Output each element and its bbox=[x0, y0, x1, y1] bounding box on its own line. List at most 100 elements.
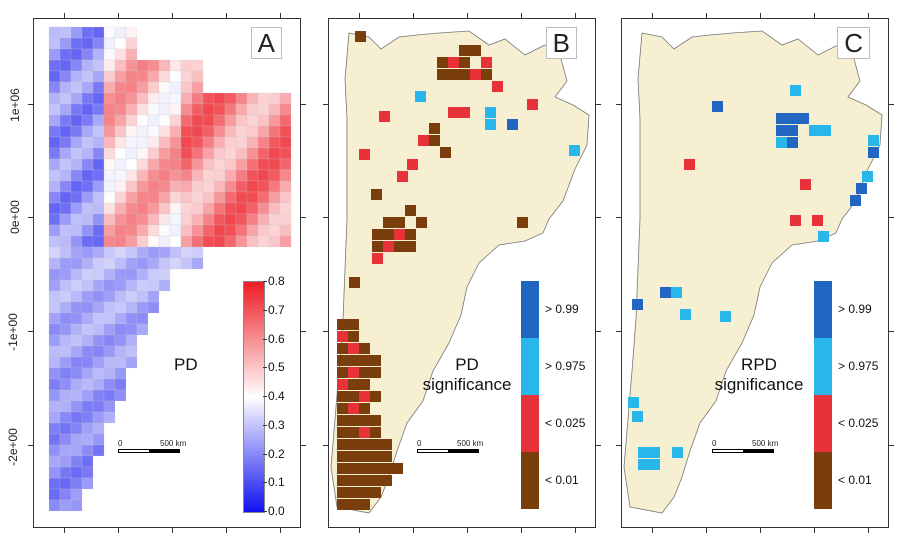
axis-tick bbox=[301, 104, 306, 105]
pd-cell bbox=[81, 345, 94, 358]
pd-legend-tickmark bbox=[263, 511, 267, 512]
pd-cell bbox=[169, 224, 182, 237]
pd-cell bbox=[114, 26, 127, 39]
pd-cell bbox=[48, 213, 61, 226]
pd-cell bbox=[191, 213, 204, 226]
pd-cell bbox=[81, 455, 94, 468]
pd-cell bbox=[48, 114, 61, 127]
panel-a-letter: A bbox=[250, 27, 282, 59]
pd-cell bbox=[81, 202, 94, 215]
pd-cell bbox=[246, 125, 259, 138]
pd-cell bbox=[235, 235, 248, 248]
pd-cell bbox=[92, 334, 105, 347]
pd-cell bbox=[70, 268, 83, 281]
pd-cell bbox=[169, 136, 182, 149]
significance-cell bbox=[337, 331, 348, 342]
pd-cell bbox=[70, 466, 83, 479]
pd-cell bbox=[103, 48, 116, 61]
pd-cell bbox=[257, 180, 270, 193]
significance-cell bbox=[348, 487, 359, 498]
pd-cell bbox=[48, 345, 61, 358]
pd-cell bbox=[70, 37, 83, 50]
pd-cell bbox=[70, 455, 83, 468]
significance-cell bbox=[790, 85, 801, 96]
pd-cell bbox=[70, 180, 83, 193]
significance-cell bbox=[359, 343, 370, 354]
panel-a-map-label: PD bbox=[174, 355, 198, 374]
significance-cell bbox=[359, 451, 370, 462]
significance-cell bbox=[370, 391, 381, 402]
pd-cell bbox=[48, 378, 61, 391]
pd-cell bbox=[48, 301, 61, 314]
panel-c: C RPD significance > 0.99 > 0.975 < 0.025 <… bbox=[616, 13, 894, 533]
pd-cell bbox=[158, 257, 171, 270]
pd-cell bbox=[279, 125, 292, 138]
pd-cell bbox=[180, 224, 193, 237]
legend-label: > 0.975 bbox=[838, 358, 879, 373]
pd-cell bbox=[103, 81, 116, 94]
axis-tick bbox=[596, 331, 601, 332]
significance-cell bbox=[638, 459, 649, 470]
pd-cell bbox=[235, 103, 248, 116]
pd-cell bbox=[213, 191, 226, 204]
pd-cell bbox=[103, 103, 116, 116]
pd-cell bbox=[92, 400, 105, 413]
significance-cell bbox=[787, 113, 798, 124]
pd-cell bbox=[235, 114, 248, 127]
pd-cell bbox=[114, 279, 127, 292]
pd-cell bbox=[125, 334, 138, 347]
significance-cell bbox=[370, 367, 381, 378]
significance-cell bbox=[379, 111, 390, 122]
pd-cell bbox=[92, 235, 105, 248]
pd-cell bbox=[147, 169, 160, 182]
pd-cell bbox=[70, 81, 83, 94]
pd-cell bbox=[125, 26, 138, 39]
scale-label-c: 500 km bbox=[752, 439, 779, 448]
significance-cell bbox=[712, 101, 723, 112]
pd-cell bbox=[213, 125, 226, 138]
pd-cell bbox=[81, 224, 94, 237]
significance-cell bbox=[337, 355, 348, 366]
axis-tick bbox=[323, 104, 328, 105]
pd-cell bbox=[213, 92, 226, 105]
pd-cell bbox=[92, 81, 105, 94]
panel-c-label-line2: significance bbox=[714, 375, 804, 394]
pd-cell bbox=[213, 147, 226, 160]
significance-cell bbox=[348, 415, 359, 426]
significance-cell bbox=[809, 125, 820, 136]
significance-cell bbox=[507, 119, 518, 130]
pd-cell bbox=[81, 191, 94, 204]
pd-cell bbox=[70, 411, 83, 424]
pd-cell bbox=[158, 125, 171, 138]
pd-cell bbox=[235, 147, 248, 160]
significance-cell bbox=[798, 113, 809, 124]
pd-cell bbox=[257, 224, 270, 237]
pd-cell bbox=[202, 213, 215, 226]
significance-cell bbox=[359, 367, 370, 378]
legend-label: > 0.99 bbox=[838, 301, 872, 316]
significance-cell bbox=[359, 379, 370, 390]
pd-cell bbox=[246, 114, 259, 127]
pd-cell bbox=[59, 312, 72, 325]
significance-cell bbox=[672, 447, 683, 458]
pd-cell bbox=[81, 213, 94, 226]
pd-cell bbox=[257, 202, 270, 215]
axis-tick bbox=[868, 528, 869, 533]
pd-cell bbox=[48, 180, 61, 193]
pd-cell bbox=[48, 367, 61, 380]
axis-tick bbox=[706, 13, 707, 18]
pd-cell bbox=[235, 125, 248, 138]
significance-cell bbox=[415, 91, 426, 102]
panel-b-map-label: PD significance bbox=[417, 355, 517, 395]
pd-cell bbox=[59, 477, 72, 490]
pd-cell bbox=[59, 444, 72, 457]
pd-cell bbox=[268, 136, 281, 149]
pd-cell bbox=[202, 224, 215, 237]
significance-cell bbox=[381, 463, 392, 474]
pd-cell bbox=[59, 213, 72, 226]
axis-tick bbox=[521, 13, 522, 18]
pd-cell bbox=[70, 301, 83, 314]
panel-c-label-line1: RPD bbox=[741, 355, 777, 374]
pd-cell bbox=[103, 400, 116, 413]
pd-cell bbox=[147, 70, 160, 83]
